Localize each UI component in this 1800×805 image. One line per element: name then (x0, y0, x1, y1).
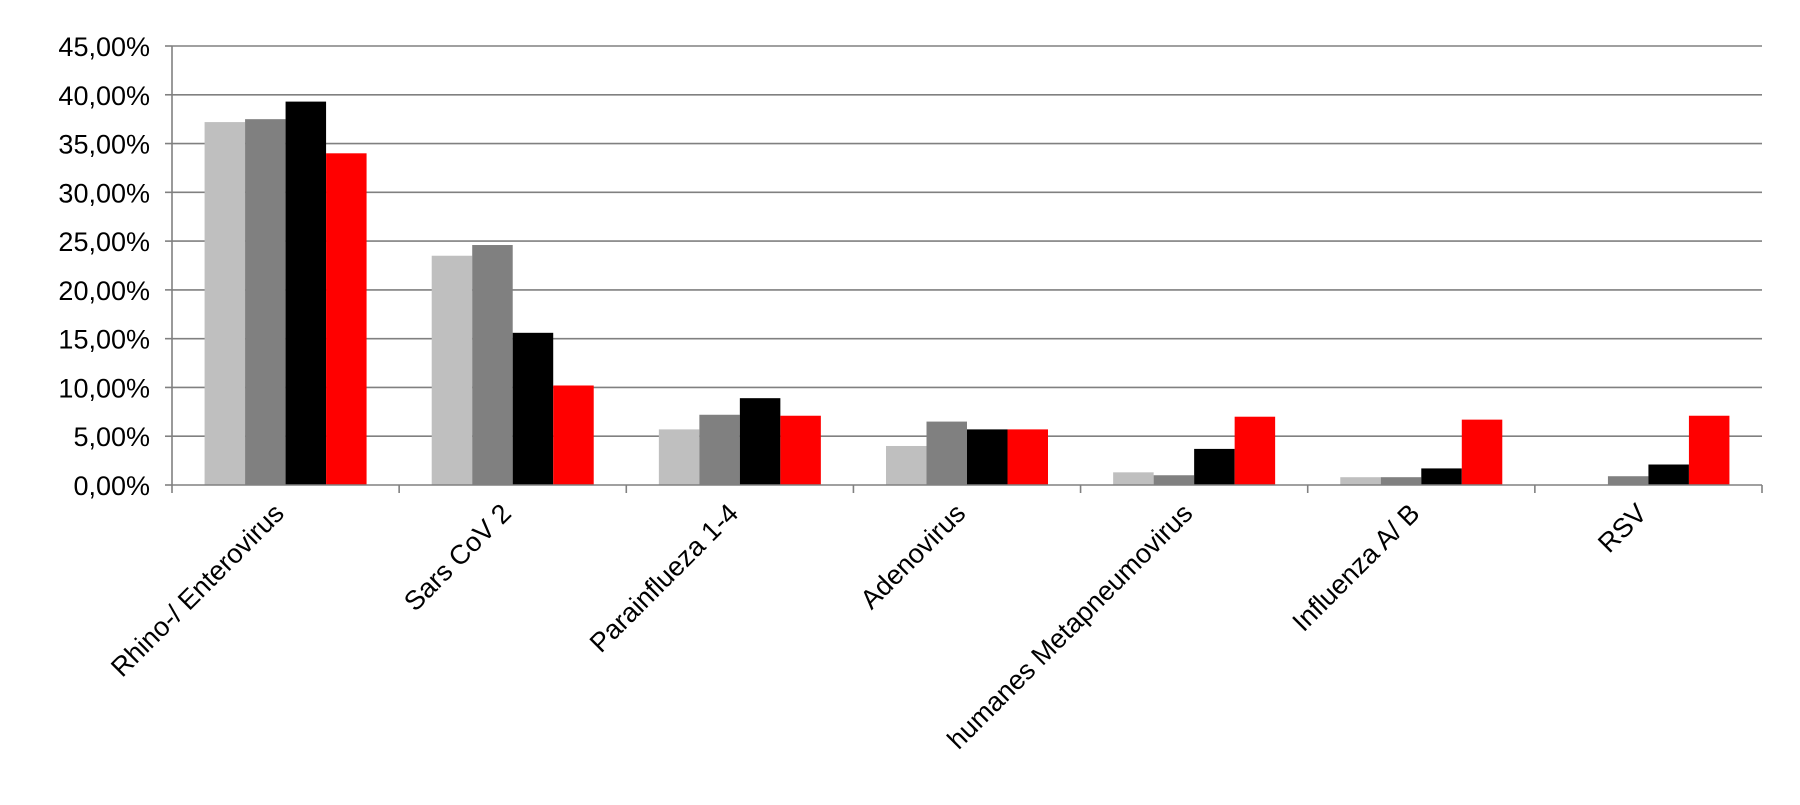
bar-humanes-metapneumovirus-series-2 (1153, 475, 1195, 485)
bar-adenovirus-series-3 (967, 429, 1008, 485)
y-tick-labels: 0,00% 5,00% 10,00% 15,00% 20,00% 25,00% 30,00%… (58, 32, 150, 501)
x-tick-labels: Rhino-/ Enterovirus Sars CoV 2 Parainfluez… (105, 498, 1652, 755)
bars (204, 101, 1730, 486)
axes (165, 45, 1763, 493)
x-tick-label: Rhino-/ Enterovirus (105, 498, 290, 683)
bar-sars-cov-2-series-3 (512, 332, 554, 485)
bar-rsv-series-4 (1688, 415, 1730, 485)
bar-adenovirus-series-1 (886, 445, 927, 485)
y-tick-label: 5,00% (73, 422, 150, 452)
bar-rhino-enterovirus-series-1 (204, 122, 246, 486)
x-tick-label: RSV (1592, 498, 1652, 558)
bar-sars-cov-2-series-4 (553, 385, 594, 485)
x-tick-label: humanes Metapneumovirus (942, 498, 1199, 755)
bar-humanes-metapneumovirus-series-1 (1113, 472, 1154, 485)
bar-rhino-enterovirus-series-3 (285, 101, 327, 486)
bar-rhino-enterovirus-series-2 (245, 119, 286, 486)
bar-humanes-metapneumovirus-series-3 (1194, 448, 1235, 485)
y-tick-label: 30,00% (58, 178, 150, 208)
y-tick-label: 0,00% (73, 471, 150, 501)
gridlines (172, 45, 1762, 438)
y-tick-label: 35,00% (58, 130, 150, 160)
y-tick-label: 45,00% (58, 32, 150, 62)
x-tick-label: Adenovirus (855, 498, 972, 615)
x-tick-label: Sars CoV 2 (398, 498, 517, 617)
bar-rsv-series-2 (1607, 476, 1649, 485)
y-tick-label: 10,00% (58, 373, 150, 403)
bar-adenovirus-series-2 (926, 421, 967, 485)
y-tick-label: 15,00% (58, 325, 150, 355)
x-tick-label: Influenza A/ B (1286, 498, 1425, 637)
bar-influenza-a-b-series-2 (1380, 477, 1422, 485)
bar-sars-cov-2-series-1 (431, 255, 473, 485)
bar-rhino-enterovirus-series-4 (326, 153, 367, 486)
y-tick-label: 40,00% (58, 81, 150, 111)
bar-parainflueza-1-4-series-2 (699, 414, 740, 485)
bar-humanes-metapneumovirus-series-4 (1234, 416, 1276, 485)
bar-rsv-series-3 (1648, 464, 1689, 485)
bar-influenza-a-b-series-4 (1461, 419, 1503, 485)
bar-parainflueza-1-4-series-3 (739, 398, 781, 485)
bar-parainflueza-1-4-series-4 (780, 415, 821, 485)
bar-sars-cov-2-series-2 (472, 245, 513, 485)
bar-parainflueza-1-4-series-1 (658, 429, 700, 485)
y-tick-label: 25,00% (58, 227, 150, 257)
bar-adenovirus-series-4 (1007, 429, 1048, 485)
bar-influenza-a-b-series-3 (1421, 468, 1462, 485)
y-tick-label: 20,00% (58, 276, 150, 306)
x-tick-label: Parainflueza 1-4 (584, 498, 744, 658)
bar-influenza-a-b-series-1 (1340, 477, 1381, 485)
